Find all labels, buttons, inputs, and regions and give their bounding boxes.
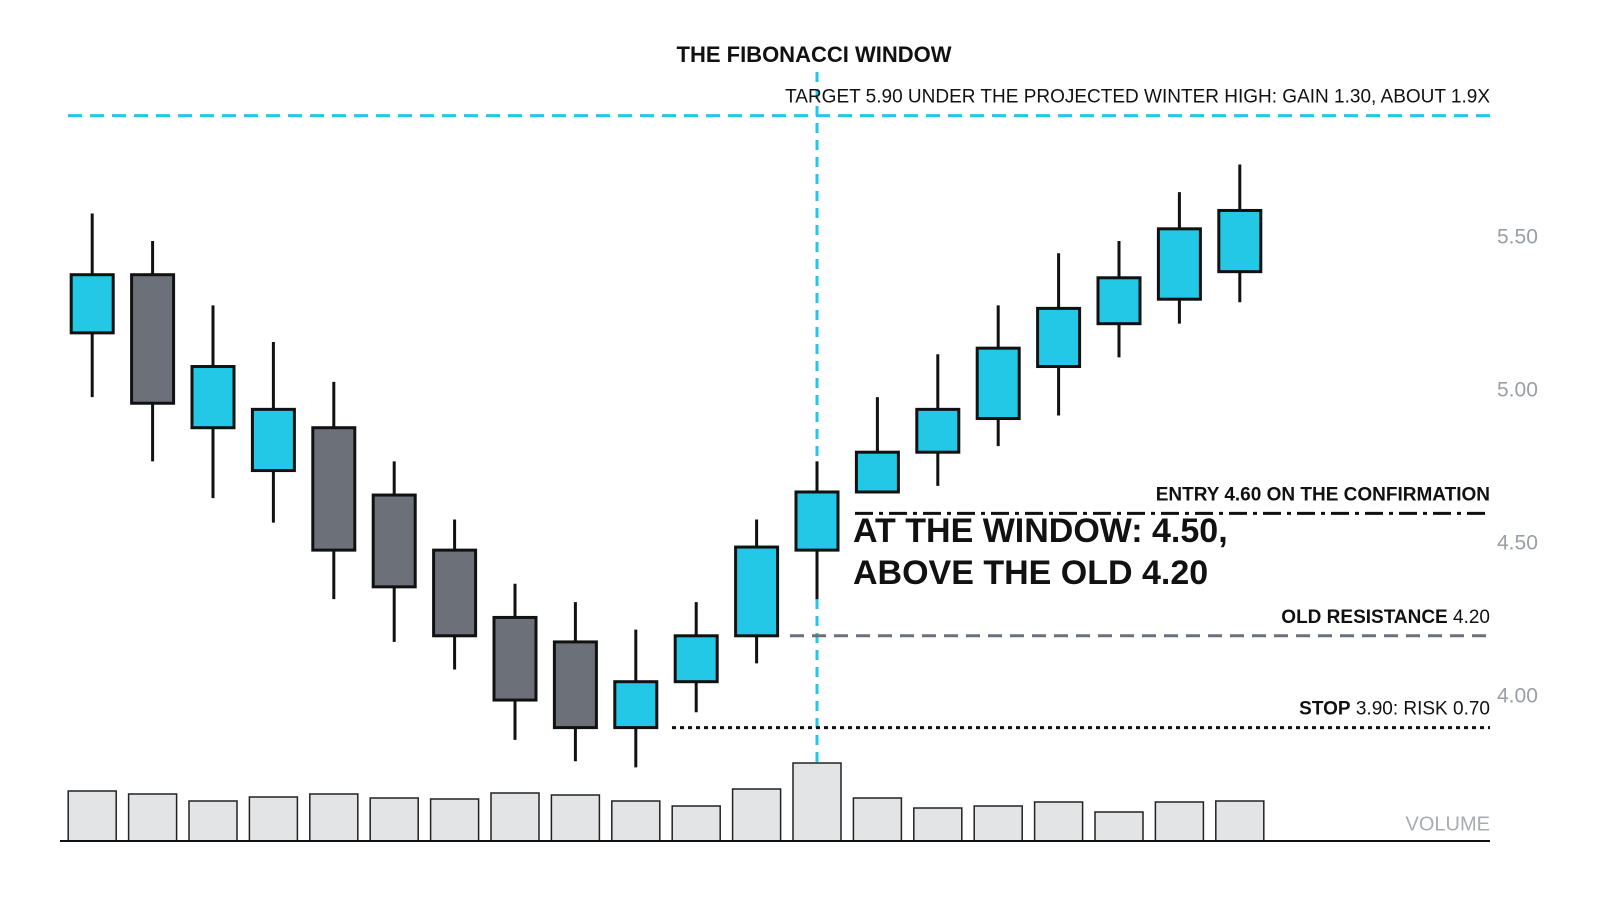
candle-body xyxy=(854,450,900,494)
volume-bar xyxy=(671,805,721,842)
candle-body xyxy=(1096,276,1142,326)
candle-body xyxy=(734,545,780,638)
volume-bar xyxy=(1154,801,1205,842)
candle-body xyxy=(250,407,296,473)
reference-label-bold: OLD RESISTANCE xyxy=(1281,607,1447,628)
volume-bar xyxy=(127,793,178,842)
volume-bar xyxy=(1215,800,1265,842)
volume-bar xyxy=(792,762,842,842)
y-tick-label: 4.50 xyxy=(1497,532,1538,555)
y-tick-label: 5.50 xyxy=(1497,226,1538,249)
reference-label-bold: ENTRY 4.60 ON THE CONFIRMATION xyxy=(1156,484,1490,505)
volume-bar xyxy=(429,798,480,842)
candle-body xyxy=(552,640,598,730)
volume-bar xyxy=(611,800,661,842)
candle-body xyxy=(794,490,840,552)
candle-body xyxy=(432,548,478,638)
y-tick-label: 4.00 xyxy=(1497,685,1538,708)
reference-label-bold: STOP xyxy=(1299,699,1351,720)
volume-bar xyxy=(188,800,238,842)
y-tick-label: 5.00 xyxy=(1497,379,1538,402)
reference-label: OLD RESISTANCE 4.20 xyxy=(1281,607,1490,628)
volume-bar xyxy=(490,792,540,842)
candle-body xyxy=(311,426,357,552)
candle-body xyxy=(915,407,961,454)
candle-body xyxy=(130,273,176,405)
candle-body xyxy=(190,365,236,430)
reference-label-text: TARGET 5.90 UNDER THE PROJECTED WINTER H… xyxy=(785,87,1490,108)
volume-bar xyxy=(852,797,903,842)
volume-bar xyxy=(67,790,117,842)
volume-label: VOLUME xyxy=(1406,813,1490,835)
chart-title: THE FIBONACCI WINDOW xyxy=(677,42,952,67)
candle-body xyxy=(673,634,719,684)
reference-label: STOP 3.90: RISK 0.70 xyxy=(1299,699,1490,720)
annotation: AT THE WINDOW: 4.50, xyxy=(853,512,1228,550)
candle-body xyxy=(371,493,417,589)
volume-bar xyxy=(731,788,782,842)
volume-bar xyxy=(248,796,299,842)
volume-bar xyxy=(913,807,963,842)
candle-body xyxy=(1217,208,1263,274)
volume-bar xyxy=(550,794,601,842)
volume-bar xyxy=(369,797,419,842)
volume-bar xyxy=(1033,801,1084,842)
candle-body xyxy=(1036,306,1082,369)
candle-body xyxy=(69,273,115,335)
candle-body xyxy=(492,615,538,702)
reference-label-text: 3.90: RISK 0.70 xyxy=(1356,699,1490,720)
volume-bar xyxy=(973,805,1023,842)
reference-label: ENTRY 4.60 ON THE CONFIRMATION xyxy=(1156,484,1490,505)
reference-label-text: 4.20 xyxy=(1453,607,1490,628)
candle-body xyxy=(1156,227,1202,301)
candle-body xyxy=(975,346,1021,421)
annotation: ABOVE THE OLD 4.20 xyxy=(853,554,1208,592)
candle-body xyxy=(613,680,659,730)
volume-bar xyxy=(1094,811,1144,842)
reference-label: TARGET 5.90 UNDER THE PROJECTED WINTER H… xyxy=(785,87,1490,108)
volume-bar xyxy=(309,793,359,842)
